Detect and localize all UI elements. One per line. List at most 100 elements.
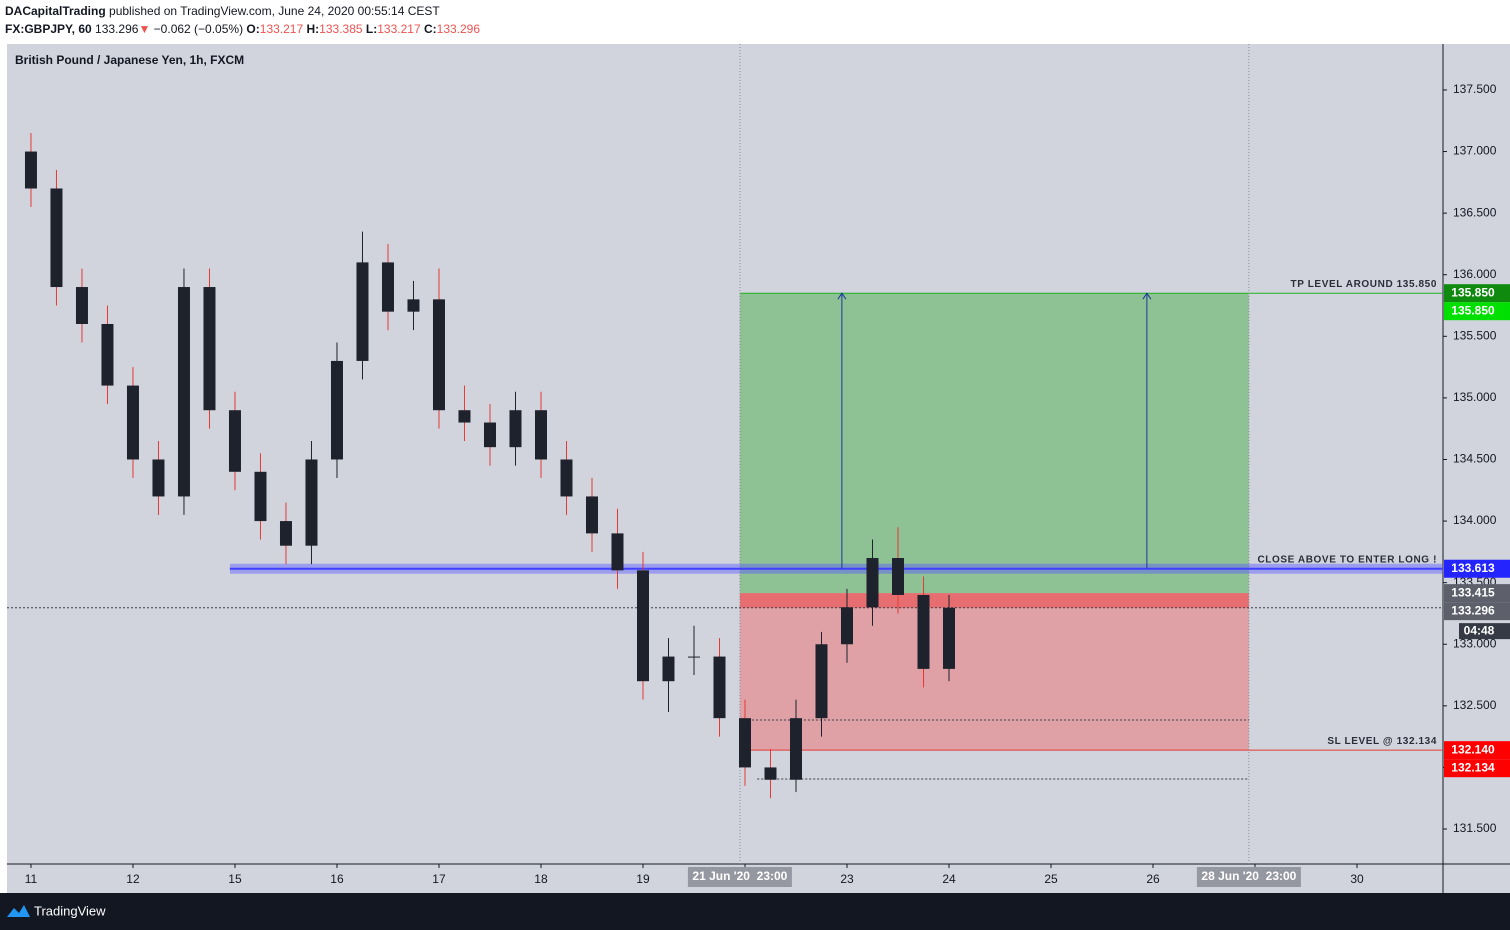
logo	[7, 905, 30, 917]
x-tick-label: 16	[330, 872, 344, 886]
price-badge-label: 132.140	[1451, 742, 1495, 756]
y-tick-label: 133.000	[1453, 636, 1497, 650]
candle-body	[687, 656, 700, 658]
countdown: 04:48	[1464, 623, 1495, 637]
candle-body	[24, 151, 37, 189]
author: DACapitalTrading	[5, 4, 106, 18]
candle-body	[330, 360, 343, 460]
time-badge	[1196, 867, 1301, 887]
candle-body	[764, 767, 777, 780]
candle-body	[203, 287, 216, 411]
y-tick-label: 135.000	[1453, 390, 1497, 404]
footer-bg	[0, 893, 1510, 930]
change: −0.062 (−0.05%)	[154, 22, 243, 36]
y-tick-label: 134.000	[1453, 513, 1497, 527]
x-tick-label: 17	[432, 872, 446, 886]
x-tick-label: 18	[534, 872, 548, 886]
price-badge	[1444, 584, 1510, 603]
open: 133.217	[260, 22, 304, 36]
x-tick-label: 30	[1350, 872, 1364, 886]
y-tick-label: 132.500	[1453, 698, 1497, 712]
y-tick-label: 136.500	[1453, 205, 1497, 219]
candle-body	[126, 385, 139, 460]
price-badge	[1444, 559, 1510, 578]
chart-title: British Pound / Japanese Yen, 1h, FXCM	[15, 53, 244, 67]
last: 133.296	[95, 22, 139, 36]
price-badge	[1444, 759, 1510, 778]
x-tick-label: 26	[1146, 872, 1160, 886]
target-area	[739, 293, 1249, 594]
candle-body	[662, 656, 675, 682]
quote-line: FX:GBPJPY, 60 133.296▼ −0.062 (−0.05%) O…	[5, 22, 480, 36]
candle-body	[305, 459, 318, 546]
candle-body	[917, 594, 930, 669]
x-tick-label: 25	[1044, 872, 1058, 886]
plot-bg	[7, 44, 1443, 864]
candle-body	[50, 188, 63, 288]
tp-label: TP LEVEL AROUND 135.850	[1291, 279, 1437, 290]
low: 133.217	[377, 22, 421, 36]
candle-body	[356, 262, 369, 361]
x-tick-label: 15	[228, 872, 242, 886]
sl-label: SL LEVEL @ 132.134	[1327, 736, 1437, 747]
candle-body	[866, 558, 879, 608]
price-badge	[1444, 602, 1510, 621]
price-axis-bg	[1443, 44, 1510, 864]
arrow-head	[1142, 292, 1152, 300]
candle-body	[840, 607, 853, 645]
countdown-badge	[1459, 623, 1510, 640]
x-tick-label: 11	[25, 872, 38, 886]
candle-body	[560, 459, 573, 497]
x-tick-label: 24	[942, 872, 956, 886]
candle-body	[254, 471, 267, 522]
candle-body	[458, 410, 471, 423]
y-tick-label: 136.000	[1453, 267, 1497, 281]
y-tick-label: 135.500	[1453, 328, 1497, 342]
o-label: O:	[246, 22, 259, 36]
price-badge	[1444, 741, 1510, 760]
candle-body	[789, 718, 802, 780]
candle-body	[279, 521, 292, 546]
time-badge-label: 28 Jun '20 23:00	[1201, 869, 1296, 883]
candle-body	[534, 410, 547, 460]
price-badge-label: 135.850	[1451, 303, 1495, 317]
candle-body	[815, 644, 828, 719]
candle-body	[713, 656, 726, 719]
price-badge-label: 133.296	[1451, 603, 1495, 617]
high: 133.385	[319, 22, 363, 36]
candle-body	[101, 323, 114, 386]
candle-body	[407, 299, 420, 312]
candle-body	[228, 410, 241, 472]
time-badge-label: 21 Jun '20 23:00	[692, 869, 787, 883]
x-tick-label: 23	[840, 872, 854, 886]
candle-body	[152, 459, 165, 497]
x-tick-label: 19	[636, 872, 650, 886]
candle-body	[942, 607, 955, 669]
candle-body	[381, 262, 394, 312]
arrow-head	[837, 292, 847, 300]
open-loss	[739, 593, 1249, 608]
x-tick-label: 12	[126, 872, 140, 886]
candle-body	[177, 287, 190, 497]
header-bg	[0, 0, 1510, 44]
price-badge-label: 133.415	[1451, 585, 1495, 599]
close: 133.296	[437, 22, 481, 36]
candle-body	[483, 422, 496, 448]
c-label: C:	[424, 22, 437, 36]
price-badge	[1444, 284, 1510, 303]
candle-body	[891, 558, 904, 595]
y-tick-label: 134.500	[1453, 452, 1497, 466]
y-tick-label: 137.000	[1453, 144, 1497, 158]
price-badge-label: 133.613	[1451, 561, 1495, 575]
header-line: DACapitalTrading published on TradingVie…	[5, 4, 440, 18]
candle-body	[611, 533, 624, 571]
price-badge-label: 132.134	[1451, 760, 1495, 774]
arrow: ▼	[138, 22, 150, 36]
published: published on TradingView.com, June 24, 2…	[109, 4, 440, 18]
y-tick-label: 131.500	[1453, 821, 1497, 835]
l-label: L:	[366, 22, 377, 36]
h-label: H:	[307, 22, 320, 36]
candle-body	[432, 299, 445, 411]
